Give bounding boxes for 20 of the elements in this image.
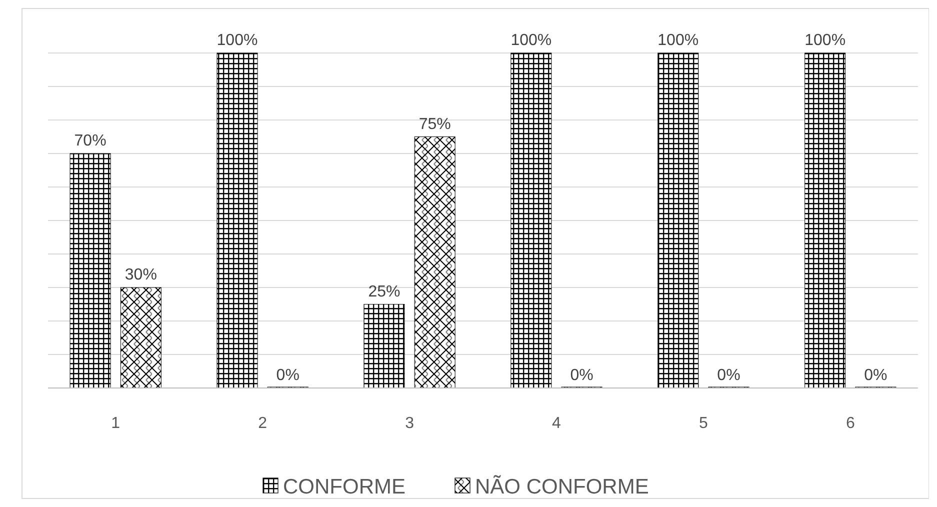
data-label: 0%	[276, 367, 300, 384]
x-tick-label: 4	[552, 415, 562, 432]
data-label: 0%	[570, 367, 594, 384]
legend-label: CONFORME	[283, 475, 406, 498]
x-tick-label: 5	[698, 415, 708, 432]
x-tick-label: 1	[111, 415, 120, 432]
data-label: 100%	[510, 32, 552, 49]
legend-label: NÃO CONFORME	[475, 474, 649, 498]
data-label: 70%	[74, 132, 106, 150]
data-label: 75%	[418, 116, 451, 133]
x-tick-label: 2	[258, 415, 268, 432]
x-tick-label: 3	[405, 415, 414, 432]
data-label: 100%	[804, 32, 846, 49]
data-label: 0%	[864, 367, 888, 384]
data-label: 100%	[658, 32, 699, 49]
x-tick-label: 6	[846, 415, 855, 432]
data-label: 25%	[368, 283, 400, 300]
data-label: 100%	[216, 32, 258, 49]
data-label: 0%	[717, 367, 740, 384]
data-label: 30%	[124, 266, 157, 284]
